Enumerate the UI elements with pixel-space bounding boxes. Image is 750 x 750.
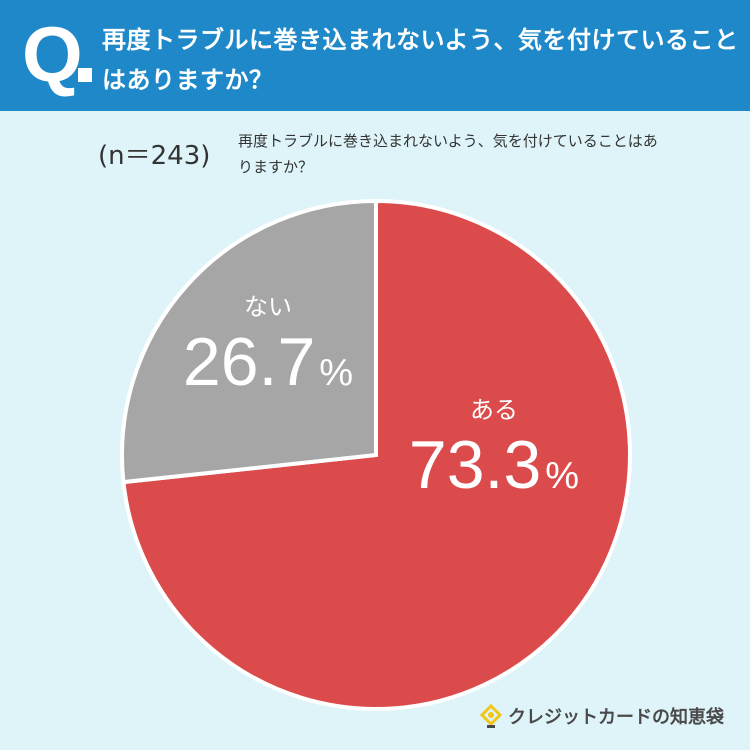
question-header: Q 再度トラブルに巻き込まれないよう、気を付けていることはありますか？	[0, 0, 750, 111]
sample-size: (n＝243)	[98, 141, 211, 171]
question-title: 再度トラブルに巻き込まれないよう、気を付けていることはありますか？	[102, 26, 739, 94]
slice-label: ない	[244, 293, 292, 321]
chart-subtitle: 再度トラブルに巻き込まれないよう、気を付けていることはありますか？	[238, 132, 658, 176]
brand-logo-text: クレジットカードの知恵袋	[508, 707, 724, 728]
pie-slice-no	[120, 198, 378, 485]
brand-logo: クレジットカードの知恵袋	[478, 698, 724, 734]
slice-value: 26.7%	[183, 324, 353, 400]
q-dot	[78, 68, 92, 82]
lightbulb-icon	[479, 703, 503, 728]
q-mark: Q	[22, 10, 83, 98]
slice-value: 73.3%	[409, 427, 579, 503]
slice-label: ある	[470, 396, 518, 424]
